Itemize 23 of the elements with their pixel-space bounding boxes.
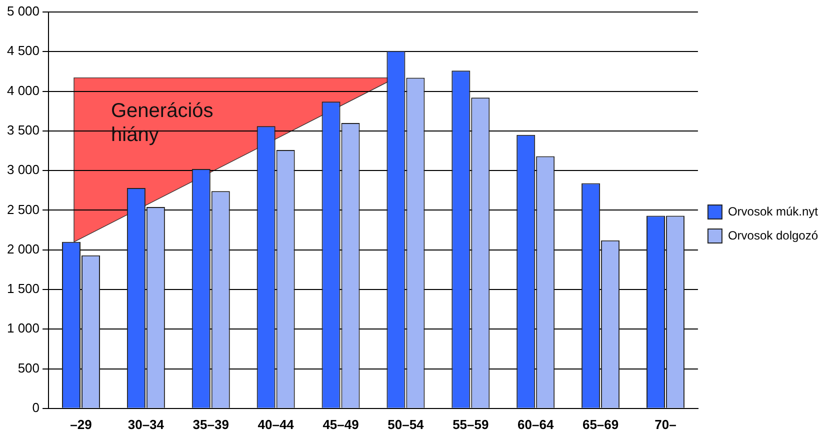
x-tick-label: 50–54 — [388, 416, 425, 432]
x-tick-label: 65–69 — [582, 416, 619, 432]
x-tick-label: 30–34 — [128, 416, 165, 432]
y-tick-label: 4 000 — [6, 82, 40, 98]
x-tick-label: 60–64 — [518, 416, 554, 432]
y-tick-label: 3 000 — [6, 162, 40, 178]
y-tick-label: 0 — [32, 400, 40, 415]
legend-label: Orvosok dolgozó — [728, 228, 818, 242]
x-tick-label: 35–39 — [192, 416, 229, 432]
y-tick-label: 3 500 — [6, 122, 40, 138]
y-tick-label: 5 000 — [6, 4, 40, 19]
x-tick-label: 40–44 — [258, 416, 295, 432]
y-tick-label: 1 000 — [6, 320, 40, 336]
x-tick-label: –29 — [70, 416, 92, 432]
y-tick-label: 1 500 — [6, 281, 40, 296]
x-tick-label: 45–49 — [322, 416, 359, 432]
x-tick-label: 55–59 — [452, 416, 489, 432]
legend-label: Orvosok múk.nyt — [728, 204, 819, 218]
y-tick-label: 500 — [18, 360, 40, 376]
y-tick-label: 2 500 — [6, 202, 40, 217]
y-tick-label: 4 500 — [6, 43, 40, 58]
x-tick-label: 70– — [654, 416, 676, 432]
y-tick-label: 2 000 — [6, 241, 40, 256]
